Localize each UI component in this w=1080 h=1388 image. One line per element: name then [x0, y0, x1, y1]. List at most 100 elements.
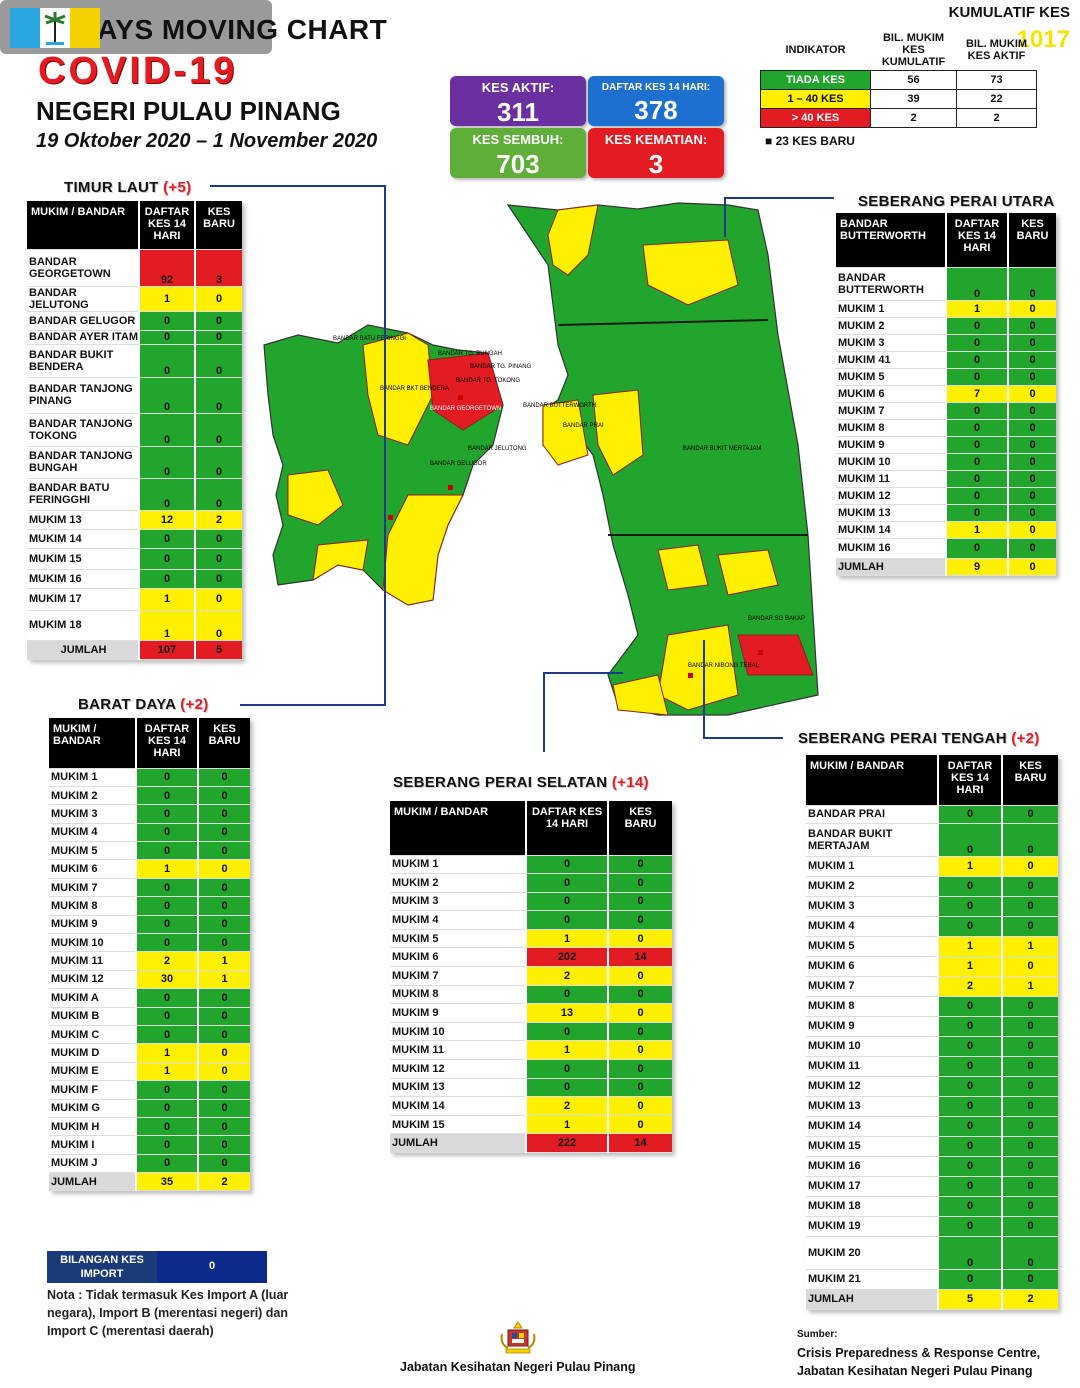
daftar-kes-cell: 1	[135, 1043, 198, 1063]
row-name: MUKIM 2	[49, 786, 136, 806]
spt-yellow-zone	[592, 389, 644, 476]
table-row: MUKIM 10 0 0	[836, 453, 1056, 471]
table-row: BANDAR BUKIT BENDERA 0 0	[27, 344, 242, 378]
kes-baru-cell: 5	[194, 640, 242, 660]
table-header-row: MUKIM / BANDAR DAFTAR KES 14 HARI KES BARU	[390, 801, 672, 856]
daftar-kes-cell: 0	[945, 267, 1008, 301]
daftar-kes-cell: 1	[138, 286, 195, 312]
daftar-kes-cell: 0	[945, 351, 1008, 369]
table-row: MUKIM 16 0 0	[836, 538, 1056, 559]
kes-aktif-label: KES AKTIF:	[481, 80, 555, 95]
row-name: MUKIM D	[49, 1043, 136, 1063]
connector-line	[724, 197, 834, 199]
row-name: MUKIM 16	[806, 1156, 938, 1177]
row-name: MUKIM 6	[390, 947, 526, 968]
column-header: MUKIM / BANDAR	[49, 718, 136, 769]
kes-baru-cell: 0	[1007, 470, 1056, 488]
kumulatif-box: KUMULATIF KES 1017	[0, 0, 1070, 54]
row-name: MUKIM 14	[806, 1116, 938, 1137]
daftar-kes-value: 378	[634, 95, 678, 125]
table-header-row: MUKIM / BANDAR DAFTAR KES 14 HARI KES BARU	[49, 718, 250, 769]
daftar-kes-cell: 0	[937, 1196, 1002, 1217]
indikator-kum: 2	[870, 108, 957, 128]
row-name: MUKIM J	[49, 1154, 136, 1174]
row-name: MUKIM 1	[49, 768, 136, 787]
row-name: MUKIM 6	[806, 956, 938, 977]
daftar-kes-cell: 202	[525, 947, 608, 968]
daftar-kes-cell: 0	[937, 805, 1002, 824]
indikator-akt: 22	[956, 89, 1037, 109]
kes-baru-cell: 0	[194, 311, 242, 331]
row-name: MUKIM B	[49, 1007, 136, 1026]
kes-baru-cell: 0	[1007, 487, 1056, 505]
daftar-kes-label: DAFTAR KES 14 HARI:	[601, 82, 711, 93]
spt-name: SEBERANG PERAI TENGAH	[798, 730, 1007, 747]
table-row: MUKIM 11 0 0	[836, 470, 1056, 488]
table-header-row: MUKIM / BANDAR DAFTAR KES 14 HARI KES BARU	[806, 755, 1058, 806]
table-row: MUKIM 17 0 0	[806, 1176, 1058, 1197]
daftar-kes-cell: 107	[138, 640, 195, 660]
total-row: JUMLAH 5 2	[806, 1289, 1058, 1310]
row-name: MUKIM 2	[390, 873, 526, 893]
daftar-kes-cell: 9	[945, 558, 1008, 576]
kes-baru-cell: 0	[607, 1096, 672, 1116]
daftar-kes-cell: 0	[525, 985, 608, 1005]
kes-baru-cell: 0	[1007, 351, 1056, 369]
daftar-kes-cell: 5	[937, 1289, 1002, 1310]
row-name: MUKIM C	[49, 1025, 136, 1045]
map-label-jelutong: BANDAR JELUTONG	[468, 446, 527, 452]
column-header: MUKIM / BANDAR	[27, 201, 139, 250]
kes-aktif-box: KES AKTIF: 311	[450, 76, 586, 127]
spu-name: SEBERANG PERAI UTARA	[858, 193, 1055, 210]
table-row: MUKIM 12 30 1	[49, 970, 250, 990]
kes-baru-cell: 0	[194, 330, 242, 345]
kes-baru-cell: 0	[1007, 267, 1056, 301]
row-name: MUKIM 3	[49, 804, 136, 824]
kes-baru-cell: 0	[1007, 521, 1056, 539]
row-name: JUMLAH	[390, 1133, 526, 1153]
penang-map: BANDAR BATU FERINGGI BANDAR TG. BUNGAH B…	[263, 202, 819, 716]
kes-baru-cell: 0	[197, 988, 250, 1008]
kes-baru-cell: 0	[1001, 1269, 1058, 1290]
island-yellow-south	[382, 494, 464, 606]
daftar-kes-cell: 0	[138, 548, 195, 570]
table-row: BANDAR JELUTONG 1 0	[27, 286, 242, 312]
indikator-table: INDIKATOR BIL. MUKIM KES KUMULATIF BIL. …	[760, 30, 1037, 128]
row-name: MUKIM 10	[390, 1022, 526, 1042]
kes-baru-cell: 14	[607, 1133, 672, 1153]
kes-baru-cell: 0	[1001, 896, 1058, 917]
row-name: BANDAR BUKIT BENDERA	[27, 344, 139, 378]
kes-baru-cell: 0	[197, 896, 250, 916]
table-row: MUKIM 41 0 0	[836, 351, 1056, 369]
connector-line	[384, 185, 386, 705]
table-row: MUKIM 18 0 0	[806, 1196, 1058, 1217]
table-row: MUKIM 14 1 0	[836, 521, 1056, 539]
table-row: BANDAR GEORGETOWN 92 3	[27, 249, 242, 287]
kes-baru-cell: 3	[194, 249, 242, 287]
table-row: MUKIM 12 0 0	[806, 1076, 1058, 1097]
row-name: MUKIM 20	[806, 1236, 938, 1270]
row-name: MUKIM G	[49, 1099, 136, 1118]
table-row: MUKIM 12 0 0	[836, 487, 1056, 505]
row-name: MUKIM 6	[49, 859, 136, 879]
kes-baru-cell: 0	[197, 804, 250, 824]
indikator-kum: 56	[870, 70, 957, 90]
daftar-kes-cell: 1	[937, 856, 1002, 877]
table-row: MUKIM 9 13 0	[390, 1003, 672, 1023]
row-name: MUKIM 18	[806, 1196, 938, 1217]
table-row: MUKIM 12 0 0	[390, 1059, 672, 1079]
row-name: BANDAR JELUTONG	[27, 286, 139, 312]
map-label-tg-tokong: BANDAR TG. TOKONG	[456, 378, 520, 384]
indikator-row: TIADA KES 56 73	[760, 70, 1037, 90]
kes-kematian-box: KES KEMATIAN: 3	[588, 128, 724, 179]
row-name: MUKIM H	[49, 1117, 136, 1137]
kes-baru-cell: 0	[607, 985, 672, 1005]
daftar-kes-cell: 1	[945, 300, 1008, 318]
